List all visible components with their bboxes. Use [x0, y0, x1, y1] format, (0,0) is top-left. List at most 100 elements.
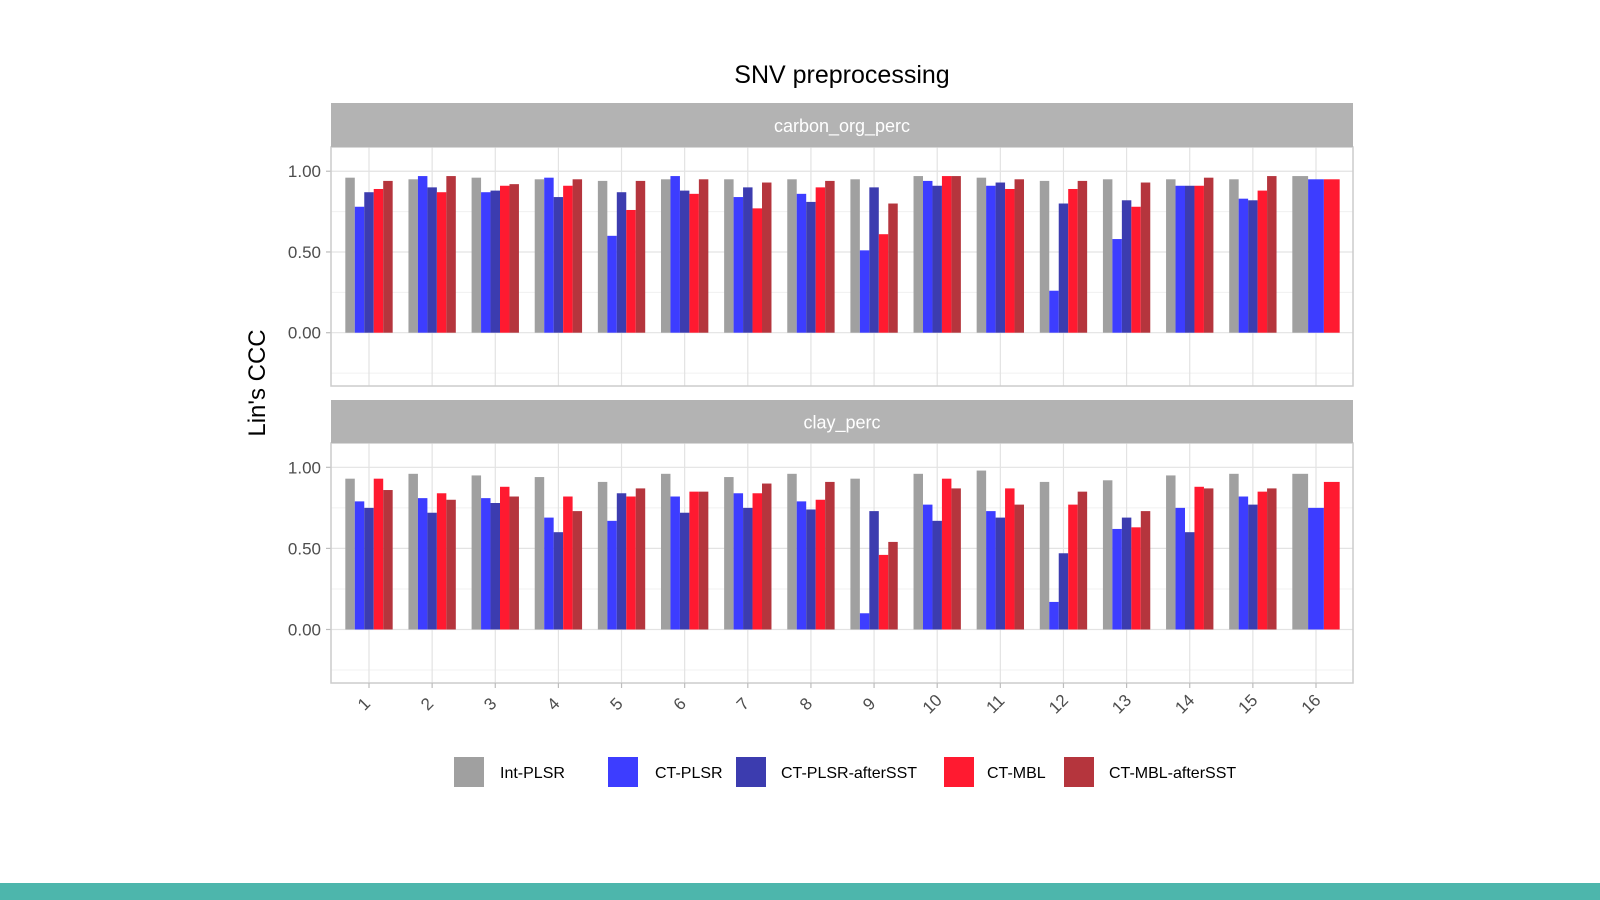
- bar-clay_perc-13-CT-PLSR-afterSST: [1121, 517, 1132, 630]
- bar-clay_perc-3-CT-MBL: [500, 486, 510, 630]
- bar-clay_perc-16-CT-PLSR: [1308, 507, 1324, 630]
- y-axis-label: Lin's CCC: [244, 329, 271, 436]
- bar-carbon_org_perc-1-Int-PLSR: [345, 177, 355, 333]
- x-tick-label: 16: [1298, 691, 1325, 718]
- bar-carbon_org_perc-2-CT-MBL-afterSST: [446, 176, 456, 333]
- bar-clay_perc-2-CT-PLSR-afterSST: [427, 512, 437, 630]
- bar-clay_perc-5-CT-MBL: [626, 496, 636, 630]
- bar-clay_perc-5-CT-MBL-afterSST: [635, 488, 646, 630]
- bar-carbon_org_perc-14-CT-MBL-afterSST: [1203, 177, 1214, 333]
- bar-carbon_org_perc-3-CT-PLSR-afterSST: [490, 190, 501, 333]
- y-tick-label: 0.50: [288, 243, 321, 262]
- bar-carbon_org_perc-16-CT-MBL: [1323, 179, 1340, 333]
- legend-label: CT-MBL-afterSST: [1109, 765, 1236, 782]
- y-tick-label: 0.50: [288, 539, 321, 558]
- legend-label: CT-PLSR: [655, 765, 723, 782]
- bar-carbon_org_perc-12-CT-MBL: [1068, 188, 1078, 333]
- bar-carbon_org_perc-13-CT-MBL: [1131, 206, 1141, 333]
- bar-carbon_org_perc-14-Int-PLSR: [1166, 179, 1176, 333]
- bar-clay_perc-12-CT-PLSR-afterSST: [1058, 553, 1069, 630]
- bar-carbon_org_perc-12-CT-PLSR-afterSST: [1058, 203, 1069, 333]
- legend-swatch: [736, 757, 766, 787]
- bar-carbon_org_perc-5-CT-PLSR: [607, 235, 617, 333]
- x-tick-label: 3: [480, 694, 500, 714]
- bar-clay_perc-1-CT-MBL: [373, 478, 384, 630]
- bar-carbon_org_perc-10-CT-MBL-afterSST: [951, 176, 961, 333]
- legend-item: Int-PLSR: [454, 757, 565, 787]
- bar-clay_perc-8-Int-PLSR: [787, 473, 797, 630]
- x-tick-label: 8: [796, 694, 816, 714]
- bar-clay_perc-1-CT-MBL-afterSST: [383, 490, 393, 630]
- panel-carbon_org_perc: 1.00 0.50 0.00 carbon_org_perc: [288, 103, 1354, 387]
- bar-carbon_org_perc-8-CT-PLSR: [796, 193, 807, 333]
- bar-clay_perc-12-Int-PLSR: [1039, 481, 1050, 630]
- facet-strip: [331, 103, 1353, 147]
- bar-carbon_org_perc-9-CT-PLSR: [859, 250, 870, 333]
- x-tick-label: 9: [859, 694, 879, 714]
- facet-strip-label: carbon_org_perc: [774, 116, 910, 137]
- bar-carbon_org_perc-2-Int-PLSR: [408, 179, 418, 333]
- bar-carbon_org_perc-5-Int-PLSR: [597, 180, 608, 333]
- bar-carbon_org_perc-13-CT-PLSR: [1112, 239, 1122, 333]
- bar-clay_perc-7-CT-MBL-afterSST: [762, 483, 772, 630]
- bar-carbon_org_perc-9-CT-PLSR-afterSST: [869, 187, 879, 333]
- bar-clay_perc-4-Int-PLSR: [534, 477, 545, 630]
- bar-clay_perc-10-CT-MBL-afterSST: [951, 488, 961, 630]
- bar-carbon_org_perc-14-CT-PLSR-afterSST: [1184, 185, 1195, 333]
- x-tick-label: 14: [1171, 691, 1198, 718]
- bar-clay_perc-15-CT-PLSR: [1238, 496, 1249, 630]
- bar-clay_perc-10-Int-PLSR: [913, 473, 923, 630]
- bar-carbon_org_perc-15-CT-PLSR: [1238, 198, 1249, 333]
- bar-carbon_org_perc-6-Int-PLSR: [660, 179, 671, 333]
- bar-clay_perc-8-CT-PLSR-afterSST: [806, 509, 816, 630]
- bar-clay_perc-15-Int-PLSR: [1229, 473, 1239, 630]
- bar-clay_perc-6-CT-MBL-afterSST: [698, 491, 709, 630]
- panel-clay_perc: 1.00 0.50 0.00 clay_perc: [288, 400, 1354, 684]
- y-tick-label: 1.00: [288, 162, 321, 181]
- x-tick-label: 15: [1235, 691, 1262, 718]
- bar-clay_perc-14-CT-PLSR: [1175, 507, 1185, 630]
- bar-clay_perc-5-CT-PLSR-afterSST: [616, 493, 627, 630]
- legend-item: CT-PLSR-afterSST: [736, 757, 917, 787]
- bar-clay_perc-2-CT-MBL: [436, 493, 447, 630]
- x-tick-label: 6: [670, 694, 690, 714]
- bar-clay_perc-8-CT-PLSR: [796, 501, 807, 630]
- bar-carbon_org_perc-11-CT-PLSR-afterSST: [995, 182, 1006, 333]
- bar-clay_perc-9-CT-PLSR: [859, 613, 870, 630]
- bar-carbon_org_perc-2-CT-PLSR: [417, 176, 428, 333]
- bar-clay_perc-2-CT-PLSR: [417, 498, 428, 630]
- bar-clay_perc-9-CT-MBL: [878, 554, 889, 630]
- bar-clay_perc-11-CT-MBL: [1005, 488, 1015, 630]
- bar-carbon_org_perc-7-Int-PLSR: [724, 179, 734, 333]
- bar-carbon_org_perc-6-CT-MBL: [689, 193, 699, 333]
- bar-clay_perc-12-CT-MBL: [1068, 504, 1078, 630]
- bar-carbon_org_perc-4-CT-PLSR: [544, 177, 554, 333]
- chart-title: SNV preprocessing: [734, 61, 949, 89]
- legend-swatch: [608, 757, 638, 787]
- bar-carbon_org_perc-7-CT-PLSR-afterSST: [743, 187, 753, 333]
- x-tick-label: 1: [354, 694, 374, 714]
- bar-clay_perc-14-CT-MBL-afterSST: [1203, 488, 1214, 630]
- facet-strip-label: clay_perc: [803, 413, 880, 434]
- bar-clay_perc-2-Int-PLSR: [408, 473, 418, 630]
- x-tick-label: 11: [982, 691, 1008, 717]
- bar-clay_perc-8-CT-MBL: [815, 499, 826, 630]
- bar-carbon_org_perc-11-CT-PLSR: [986, 185, 996, 333]
- x-tick-label: 12: [1045, 691, 1072, 718]
- bar-clay_perc-3-CT-MBL-afterSST: [509, 496, 519, 630]
- bar-clay_perc-3-Int-PLSR: [471, 475, 482, 630]
- bar-clay_perc-4-CT-MBL: [563, 496, 573, 630]
- bar-carbon_org_perc-13-CT-MBL-afterSST: [1140, 182, 1151, 333]
- bar-clay_perc-6-CT-MBL: [689, 491, 699, 630]
- bar-clay_perc-15-CT-MBL: [1257, 491, 1268, 630]
- bar-carbon_org_perc-11-Int-PLSR: [976, 177, 987, 333]
- bar-clay_perc-14-Int-PLSR: [1166, 475, 1176, 630]
- bar-carbon_org_perc-15-CT-PLSR-afterSST: [1248, 200, 1258, 333]
- bar-carbon_org_perc-1-CT-MBL-afterSST: [383, 180, 393, 333]
- footer-accent-bar: [0, 883, 1600, 900]
- bar-carbon_org_perc-7-CT-MBL: [752, 208, 763, 333]
- facet-strip: [331, 400, 1353, 443]
- bar-clay_perc-7-CT-MBL: [752, 493, 763, 630]
- legend-item: CT-MBL: [944, 757, 1046, 787]
